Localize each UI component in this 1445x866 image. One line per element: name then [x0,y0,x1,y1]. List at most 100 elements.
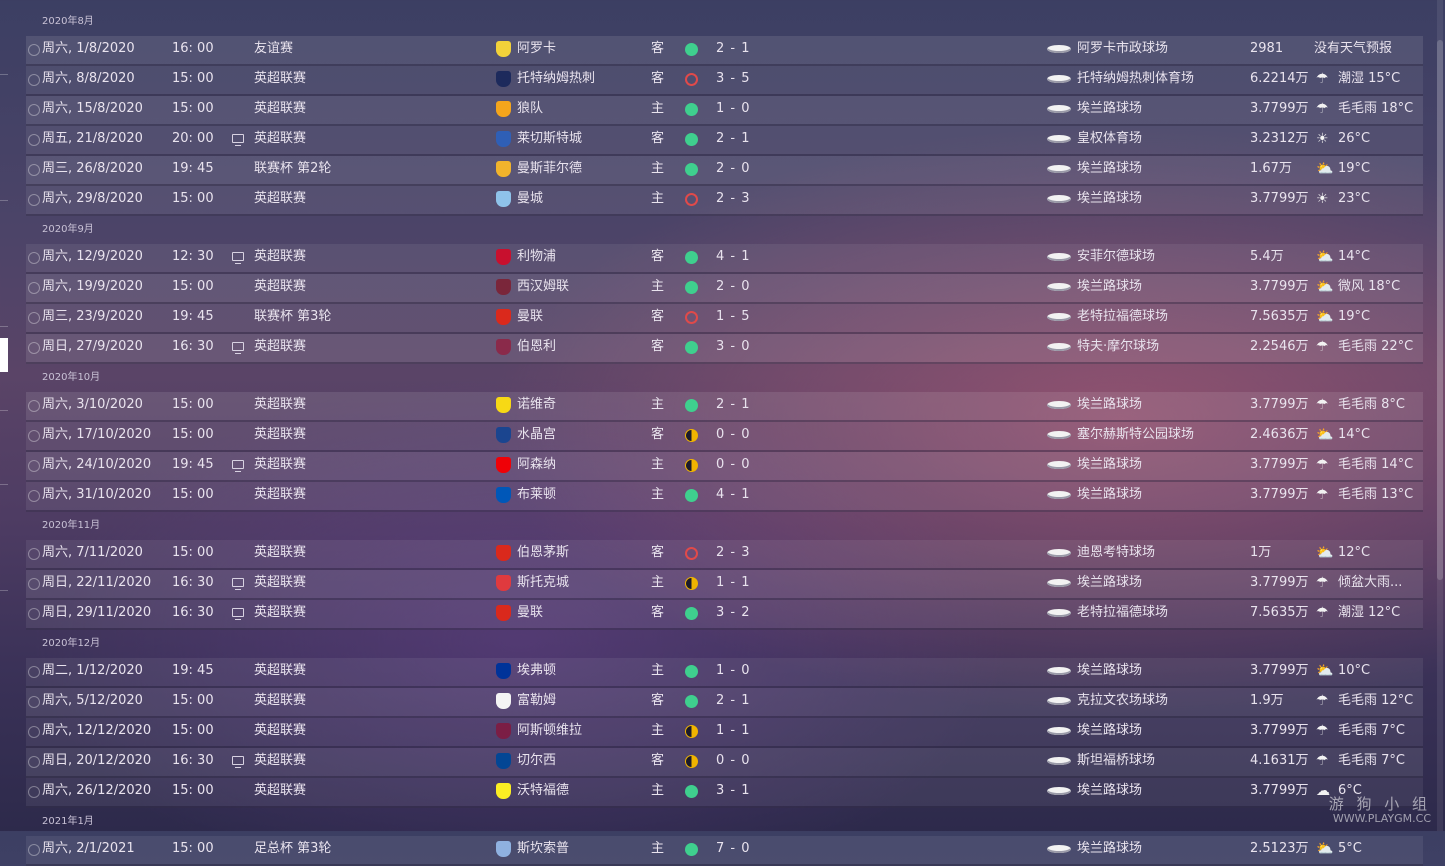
opponent-name[interactable]: 莱切斯特城 [517,131,583,146]
fixture-row[interactable]: 周六, 26/12/2020 15: 00 英超联赛 沃特福德 主 3 - 1 埃兰路球场 3… [26,778,1423,808]
select-checkbox[interactable] [28,726,40,738]
match-score[interactable]: 2 - 3 [716,545,751,560]
match-score[interactable]: 2 - 1 [716,41,751,56]
match-score[interactable]: 1 - 0 [716,663,751,678]
fixture-row[interactable]: 周日, 29/11/2020 16: 30 英超联赛 曼联 客 3 - 2 老特拉福德球场 7… [26,600,1423,630]
nav-active-marker[interactable] [0,338,8,372]
competition-name[interactable]: 足总杯 第3轮 [254,841,332,856]
match-score[interactable]: 1 - 5 [716,309,751,324]
competition-name[interactable]: 友谊赛 [254,41,294,56]
match-score[interactable]: 4 - 1 [716,249,751,264]
select-checkbox[interactable] [28,608,40,620]
opponent-name[interactable]: 曼城 [517,191,544,206]
competition-name[interactable]: 英超联赛 [254,101,307,116]
match-score[interactable]: 0 - 0 [716,457,751,472]
fixture-row[interactable]: 周二, 1/12/2020 19: 45 英超联赛 埃弗顿 主 1 - 0 埃兰路球场 3.7… [26,658,1423,688]
select-checkbox[interactable] [28,578,40,590]
fixture-row[interactable]: 周日, 20/12/2020 16: 30 英超联赛 切尔西 客 0 - 0 斯坦福桥球场 4… [26,748,1423,778]
fixture-row[interactable]: 周五, 21/8/2020 20: 00 英超联赛 莱切斯特城 客 2 - 1 皇权体育场 3… [26,126,1423,156]
select-checkbox[interactable] [28,490,40,502]
fixture-row[interactable]: 周六, 8/8/2020 15: 00 英超联赛 托特纳姆热刺 客 3 - 5 托特纳姆热刺… [26,66,1423,96]
competition-name[interactable]: 英超联赛 [254,693,307,708]
fixture-row[interactable]: 周六, 3/10/2020 15: 00 英超联赛 诺维奇 主 2 - 1 埃兰路球场 3.7… [26,392,1423,422]
opponent-name[interactable]: 斯坎索普 [517,841,570,856]
select-checkbox[interactable] [28,74,40,86]
match-score[interactable]: 3 - 5 [716,71,751,86]
match-score[interactable]: 0 - 0 [716,753,751,768]
fixture-row[interactable]: 周六, 5/12/2020 15: 00 英超联赛 富勒姆 客 2 - 1 克拉文农场球场 1… [26,688,1423,718]
fixture-row[interactable]: 周日, 22/11/2020 16: 30 英超联赛 斯托克城 主 1 - 1 埃兰路球场 3… [26,570,1423,600]
match-score[interactable]: 1 - 0 [716,101,751,116]
opponent-name[interactable]: 托特纳姆热刺 [517,71,596,86]
opponent-name[interactable]: 埃弗顿 [517,663,557,678]
opponent-name[interactable]: 切尔西 [517,753,557,768]
select-checkbox[interactable] [28,252,40,264]
opponent-name[interactable]: 曼联 [517,605,544,620]
competition-name[interactable]: 英超联赛 [254,191,307,206]
select-checkbox[interactable] [28,696,40,708]
competition-name[interactable]: 英超联赛 [254,427,307,442]
match-score[interactable]: 4 - 1 [716,487,751,502]
competition-name[interactable]: 英超联赛 [254,663,307,678]
fixture-row[interactable]: 周六, 29/8/2020 15: 00 英超联赛 曼城 主 2 - 3 埃兰路球场 3.77… [26,186,1423,216]
scrollbar-track[interactable] [1437,0,1443,831]
opponent-name[interactable]: 阿罗卡 [517,41,557,56]
select-checkbox[interactable] [28,786,40,798]
opponent-name[interactable]: 阿森纳 [517,457,557,472]
opponent-name[interactable]: 西汉姆联 [517,279,570,294]
match-score[interactable]: 1 - 1 [716,575,751,590]
select-checkbox[interactable] [28,844,40,856]
fixture-row[interactable]: 周三, 23/9/2020 19: 45 联赛杯 第3轮 曼联 客 1 - 5 老特拉福德球… [26,304,1423,334]
competition-name[interactable]: 英超联赛 [254,575,307,590]
opponent-name[interactable]: 狼队 [517,101,544,116]
select-checkbox[interactable] [28,134,40,146]
competition-name[interactable]: 英超联赛 [254,545,307,560]
fixture-row[interactable]: 周六, 2/1/2021 15: 00 足总杯 第3轮 斯坎索普 主 7 - 0 埃兰路球场… [26,836,1423,866]
match-score[interactable]: 2 - 0 [716,279,751,294]
match-score[interactable]: 3 - 2 [716,605,751,620]
select-checkbox[interactable] [28,430,40,442]
competition-name[interactable]: 英超联赛 [254,279,307,294]
fixture-row[interactable]: 周六, 1/8/2020 16: 00 友谊赛 阿罗卡 客 2 - 1 阿罗卡市政球场 298… [26,36,1423,66]
match-score[interactable]: 3 - 1 [716,783,751,798]
competition-name[interactable]: 英超联赛 [254,249,307,264]
opponent-name[interactable]: 阿斯顿维拉 [517,723,583,738]
select-checkbox[interactable] [28,44,40,56]
competition-name[interactable]: 联赛杯 第3轮 [254,309,332,324]
competition-name[interactable]: 英超联赛 [254,71,307,86]
competition-name[interactable]: 英超联赛 [254,487,307,502]
opponent-name[interactable]: 富勒姆 [517,693,557,708]
competition-name[interactable]: 英超联赛 [254,339,307,354]
competition-name[interactable]: 英超联赛 [254,457,307,472]
opponent-name[interactable]: 布莱顿 [517,487,557,502]
match-score[interactable]: 2 - 3 [716,191,751,206]
competition-name[interactable]: 联赛杯 第2轮 [254,161,332,176]
match-score[interactable]: 2 - 1 [716,131,751,146]
match-score[interactable]: 2 - 0 [716,161,751,176]
competition-name[interactable]: 英超联赛 [254,783,307,798]
match-score[interactable]: 0 - 0 [716,427,751,442]
fixture-row[interactable]: 周三, 26/8/2020 19: 45 联赛杯 第2轮 曼斯菲尔德 主 2 - 0 埃兰路… [26,156,1423,186]
opponent-name[interactable]: 曼斯菲尔德 [517,161,583,176]
fixture-row[interactable]: 周六, 7/11/2020 15: 00 英超联赛 伯恩茅斯 客 2 - 3 迪恩考特球场 1… [26,540,1423,570]
fixture-row[interactable]: 周六, 24/10/2020 19: 45 英超联赛 阿森纳 主 0 - 0 埃兰路球场 3.… [26,452,1423,482]
select-checkbox[interactable] [28,460,40,472]
fixture-row[interactable]: 周日, 27/9/2020 16: 30 英超联赛 伯恩利 客 3 - 0 特夫·摩尔球场 2… [26,334,1423,364]
opponent-name[interactable]: 水晶宫 [517,427,557,442]
opponent-name[interactable]: 伯恩利 [517,339,557,354]
opponent-name[interactable]: 利物浦 [517,249,557,264]
select-checkbox[interactable] [28,164,40,176]
select-checkbox[interactable] [28,104,40,116]
match-score[interactable]: 3 - 0 [716,339,751,354]
fixture-row[interactable]: 周六, 17/10/2020 15: 00 英超联赛 水晶宫 客 0 - 0 塞尔赫斯特公园… [26,422,1423,452]
competition-name[interactable]: 英超联赛 [254,605,307,620]
select-checkbox[interactable] [28,342,40,354]
match-score[interactable]: 1 - 1 [716,723,751,738]
scrollbar-thumb[interactable] [1437,40,1443,580]
select-checkbox[interactable] [28,194,40,206]
competition-name[interactable]: 英超联赛 [254,131,307,146]
fixture-row[interactable]: 周六, 12/12/2020 15: 00 英超联赛 阿斯顿维拉 主 1 - 1 埃兰路球场… [26,718,1423,748]
select-checkbox[interactable] [28,756,40,768]
fixture-row[interactable]: 周六, 19/9/2020 15: 00 英超联赛 西汉姆联 主 2 - 0 埃兰路球场 3.… [26,274,1423,304]
opponent-name[interactable]: 伯恩茅斯 [517,545,570,560]
